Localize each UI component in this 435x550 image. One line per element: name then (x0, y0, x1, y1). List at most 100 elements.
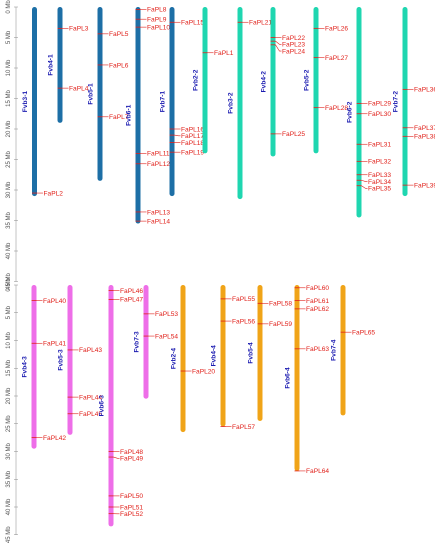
gene-label: FaPL62 (306, 306, 329, 313)
axis-tick-label: 15 Mb (6, 359, 12, 376)
gene-label: FaPL12 (147, 161, 170, 168)
gene-label: FaPL43 (79, 347, 102, 354)
gene-label: FaPL15 (181, 20, 204, 27)
chromosome-bar (108, 285, 114, 527)
gene-label: FaPL19 (181, 149, 204, 156)
gene-label: FaPL63 (306, 346, 329, 353)
gene-label: FaPL60 (306, 285, 329, 292)
axis-tick-label: 35 Mb (6, 212, 12, 229)
gene-connector (174, 134, 181, 137)
chromosome-bar (294, 285, 300, 471)
gene-label: FaPL39 (414, 182, 435, 189)
gene-label: FaPL4 (69, 85, 89, 92)
gene-label: FaPL5 (109, 31, 129, 38)
gene-label: FaPL18 (181, 140, 204, 147)
gene-label: FaPL58 (269, 301, 292, 308)
axis-tick-label: 30 Mb (6, 181, 12, 198)
gene-label: FaPL27 (325, 55, 348, 62)
chromosome-bar (32, 7, 37, 197)
axis-tick-label: 5 Mb (6, 305, 12, 319)
gene-label: FaPL34 (368, 179, 391, 186)
gene-label: FaPL13 (147, 209, 170, 216)
chromosome-label: Fvb7-1 (160, 91, 167, 113)
chromosome-label: Fvb7-2 (393, 91, 400, 113)
gene-connector (361, 179, 368, 182)
chromosome-label: Fvb6-3 (99, 395, 106, 417)
gene-connector (275, 44, 282, 52)
chromosome-label: Fvb4-3 (22, 356, 29, 378)
gene-label: FaPL26 (325, 26, 348, 33)
gene-label: FaPL25 (282, 131, 305, 138)
chromosome-bar (402, 7, 408, 197)
chromosome-bar (67, 285, 73, 435)
gene-label: FaPL38 (414, 134, 435, 141)
chromosome-bar (31, 285, 37, 449)
gene-connector (113, 456, 120, 459)
gene-label: FaPL33 (368, 172, 391, 179)
gene-label: FaPL61 (306, 298, 329, 305)
gene-label: FaPL23 (282, 42, 305, 49)
gene-label: FaPL42 (43, 435, 66, 442)
gene-label: FaPL48 (120, 449, 143, 456)
chromosome-bar (313, 7, 319, 154)
chromosome-label: Fvb2-4 (171, 348, 178, 370)
axis-tick-label: 45 Mb (6, 273, 12, 290)
axis-tick-label: 35 Mb (6, 470, 12, 487)
chromosome-bar (180, 285, 186, 433)
gene-label: FaPL46 (120, 288, 143, 295)
chromosome-bar (220, 285, 226, 427)
gene-label: FaPL3 (69, 26, 89, 33)
gene-label: FaPL51 (120, 504, 143, 511)
gene-label: FaPL36 (414, 87, 435, 94)
chromosome-bar (57, 7, 63, 123)
gene-label: FaPL30 (368, 111, 391, 118)
axis-tick-label: 20 Mb (6, 387, 12, 404)
chromosome-label: Fvb6-4 (285, 367, 292, 389)
axis-tick-label: 10 Mb (6, 59, 12, 76)
gene-label: FaPL35 (368, 186, 391, 193)
chromosome-label: Fvb5-1 (88, 83, 95, 105)
axis-tick-label: 0 Mb (6, 278, 12, 292)
chromosome-bar (143, 285, 149, 399)
gene-label: FaPL49 (120, 456, 143, 463)
gene-label: FaPL47 (120, 297, 143, 304)
gene-label: FaPL64 (306, 468, 329, 475)
gene-label: FaPL11 (147, 151, 170, 158)
gene-label: FaPL6 (109, 62, 129, 69)
chromosome-bar (340, 285, 346, 416)
gene-label: FaPL8 (147, 7, 167, 14)
chromosome-bar (270, 7, 276, 157)
chromosome-label: Fvb7-3 (134, 331, 141, 353)
gene-label: FaPL31 (368, 142, 391, 149)
chromosome-bar (97, 7, 103, 181)
gene-label: FaPL52 (120, 511, 143, 518)
gene-label: FaPL29 (368, 101, 391, 108)
gene-label: FaPL44 (79, 394, 102, 401)
chromosome-label: Fvb3-1 (22, 91, 29, 113)
chromosome-label: Fvb7-4 (331, 339, 338, 361)
chromosome-label: Fvb5-3 (58, 349, 65, 371)
chromosome-label: Fvb6-2 (347, 101, 354, 123)
gene-label: FaPL56 (232, 318, 255, 325)
gene-label: FaPL53 (155, 311, 178, 318)
gene-label: FaPL16 (181, 126, 204, 133)
chromosome-label: Fvb5-2 (304, 69, 311, 91)
gene-label: FaPL28 (325, 105, 348, 112)
gene-label: FaPL24 (282, 48, 305, 55)
gene-label: FaPL1 (214, 50, 234, 57)
gene-label: FaPL41 (43, 341, 66, 348)
axis-tick-label: 30 Mb (6, 443, 12, 460)
chromosome-bar (356, 7, 362, 218)
gene-label: FaPL17 (181, 133, 204, 140)
gene-connector (275, 40, 282, 45)
axis-tick-label: 45 Mb (6, 526, 12, 543)
gene-label: FaPL37 (414, 125, 435, 132)
axis-tick-label: 25 Mb (6, 415, 12, 432)
gene-label: FaPL14 (147, 218, 170, 225)
axis-tick-label: 0 Mb (6, 0, 12, 14)
gene-label: FaPL9 (147, 17, 167, 24)
axis-tick-label: 5 Mb (6, 30, 12, 44)
gene-label: FaPL20 (192, 368, 215, 375)
chromosome-bar (257, 285, 263, 421)
